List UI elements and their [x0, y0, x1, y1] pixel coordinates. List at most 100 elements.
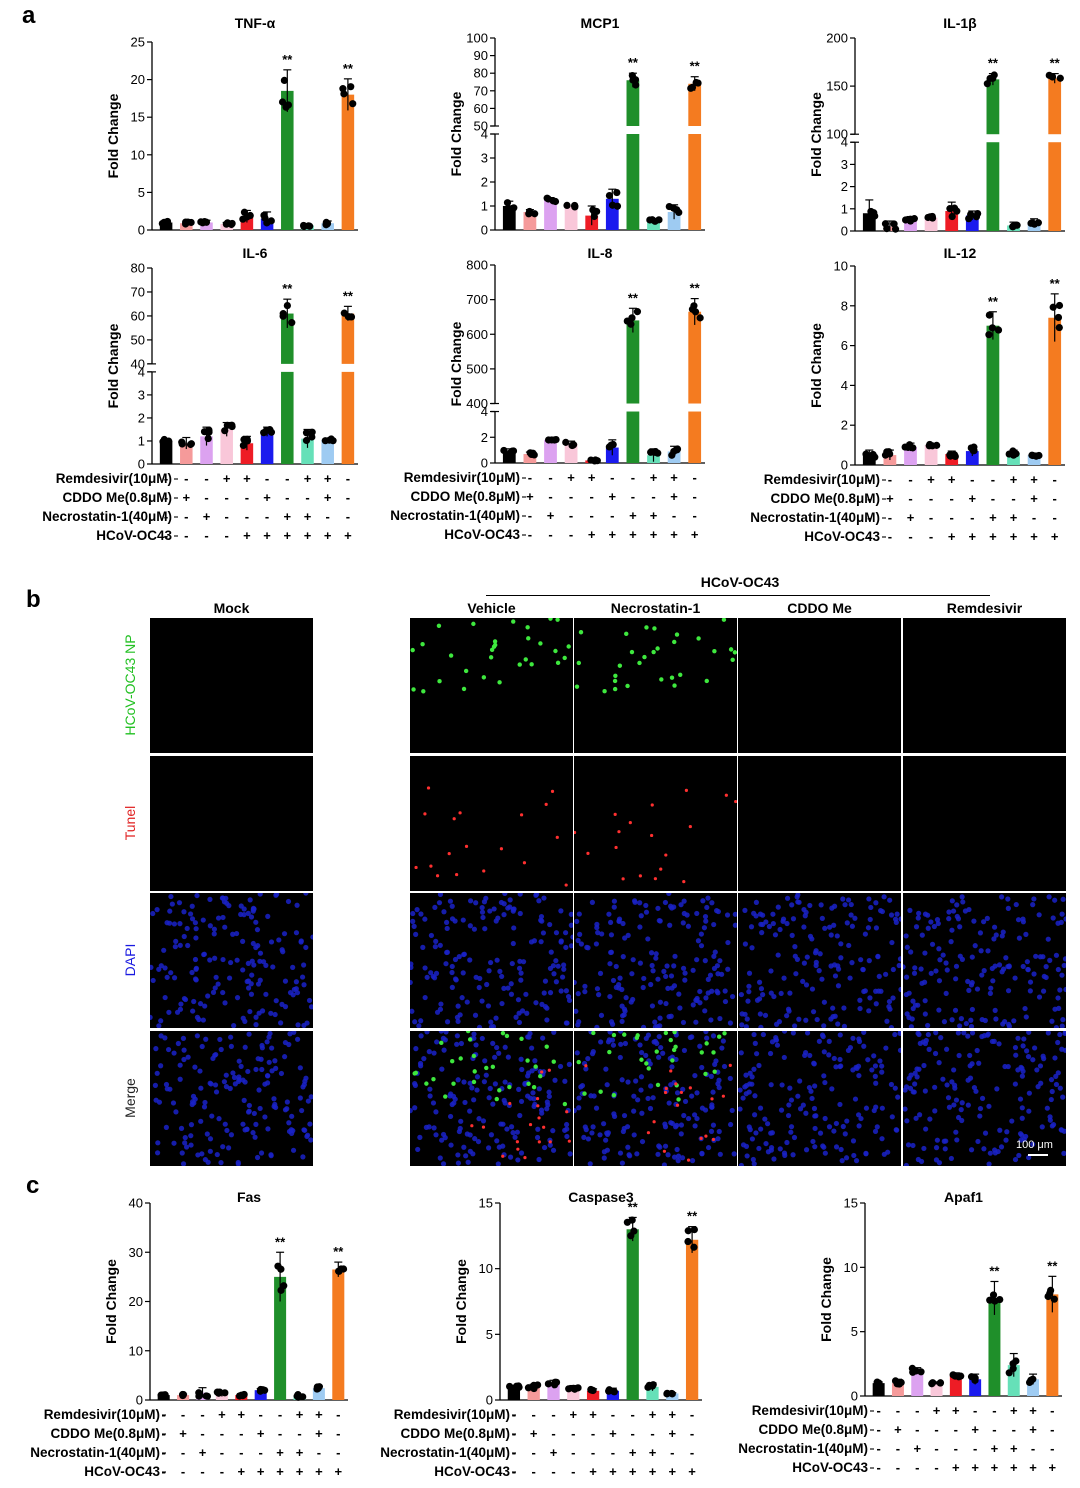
nucleus: [1060, 896, 1066, 902]
nucleus: [830, 1005, 836, 1011]
y-tick-label: 3: [841, 157, 848, 172]
nucleus: [479, 909, 486, 915]
nucleus: [756, 1145, 762, 1152]
nucleus: [499, 973, 505, 980]
treatment-sign: -: [259, 1407, 263, 1422]
np-signal: [421, 689, 426, 694]
y-tick-label: 3: [481, 151, 488, 166]
data-point: [261, 214, 269, 222]
nucleus: [762, 1012, 769, 1018]
nucleus: [235, 1161, 241, 1166]
treatment-sign: -: [934, 1422, 938, 1437]
nucleus: [847, 975, 853, 981]
nucleus: [952, 1007, 959, 1013]
np-signal: [582, 1091, 587, 1096]
nucleus: [207, 1148, 213, 1154]
nucleus: [705, 895, 711, 901]
treatment-sign: -: [336, 1445, 340, 1460]
nucleus: [918, 1158, 925, 1165]
nucleus: [923, 1126, 929, 1132]
nucleus: [917, 1112, 923, 1118]
y-tick-label: 4: [841, 135, 848, 150]
y-tick-label: 150: [826, 79, 848, 94]
nucleus: [493, 1015, 499, 1021]
nucleus: [467, 1132, 473, 1138]
nucleus: [508, 1124, 515, 1130]
nucleus: [203, 1036, 209, 1042]
nucleus: [1052, 1055, 1058, 1061]
data-point: [237, 1391, 245, 1399]
nucleus: [411, 923, 417, 929]
nucleus: [861, 1043, 867, 1049]
nucleus: [418, 1033, 424, 1039]
nucleus: [629, 971, 635, 977]
treatment-sign: -: [512, 1445, 516, 1460]
nucleus: [919, 980, 925, 986]
treatment-sign: +: [530, 1426, 538, 1441]
tunel-signal: [646, 1131, 651, 1135]
nucleus: [437, 942, 443, 948]
bar: [924, 445, 938, 465]
bar: [904, 447, 917, 465]
treatment-sign: -: [569, 489, 573, 504]
np-signal: [642, 654, 647, 660]
treatment-sign: +: [991, 1441, 999, 1456]
nucleus: [821, 1023, 827, 1028]
nucleus: [666, 1014, 672, 1020]
nucleus: [294, 902, 300, 908]
nucleus: [617, 975, 623, 981]
treatment-sign: -: [610, 508, 614, 523]
treatment-sign: +: [243, 528, 251, 543]
nucleus: [666, 893, 672, 897]
treatment-sign: -: [528, 527, 532, 542]
nucleus: [514, 1129, 520, 1135]
nucleus: [916, 910, 922, 916]
nucleus: [1049, 1018, 1055, 1024]
nucleus: [290, 1147, 297, 1153]
treatment-sign: +: [969, 491, 977, 506]
nucleus: [1048, 1077, 1055, 1083]
tunel-signal: [458, 811, 462, 815]
nucleus: [176, 900, 183, 906]
data-point: [508, 204, 516, 213]
nucleus: [743, 1024, 749, 1028]
nucleus: [226, 903, 232, 909]
treatment-sign: -: [876, 1441, 880, 1456]
nucleus: [502, 1079, 508, 1085]
panel-a: a TNF-α Fold Change 0 5 10 15 20 25 ** ** MCP1 Fold…: [0, 0, 1080, 560]
nucleus: [925, 1031, 931, 1038]
np-signal: [635, 1033, 640, 1038]
nucleus: [458, 1118, 464, 1124]
treatment-sign: +: [324, 471, 332, 486]
nucleus: [656, 1054, 662, 1060]
nucleus: [678, 902, 684, 908]
np-signal: [676, 1097, 681, 1102]
nucleus: [547, 921, 553, 928]
nucleus: [254, 1154, 261, 1161]
nucleus: [925, 912, 931, 918]
treatment-sign: -: [950, 491, 954, 506]
nucleus: [906, 1075, 912, 1081]
treatment-sign: -: [528, 470, 532, 485]
nucleus: [417, 1060, 424, 1067]
nucleus: [955, 1114, 962, 1121]
y-tick-label: 2: [841, 418, 848, 433]
data-point: [288, 319, 296, 327]
nucleus: [1012, 975, 1018, 981]
bar: [1046, 1294, 1059, 1396]
y-tick-label: 500: [466, 361, 488, 376]
nucleus: [422, 965, 428, 971]
bar: [200, 222, 213, 230]
treatment-sign: -: [225, 490, 229, 505]
y-tick-label: 10: [834, 259, 848, 274]
data-point: [347, 83, 355, 91]
treatment-label: Remdesivir(10μM): [44, 1407, 160, 1422]
nucleus: [553, 958, 559, 964]
nucleus: [942, 1146, 948, 1152]
nucleus: [1045, 1031, 1051, 1036]
y-tick-label: 1: [138, 433, 145, 448]
nucleus: [430, 1100, 437, 1106]
nucleus: [1048, 1096, 1054, 1103]
treatment-sign: +: [670, 527, 678, 542]
nucleus: [702, 1008, 708, 1014]
